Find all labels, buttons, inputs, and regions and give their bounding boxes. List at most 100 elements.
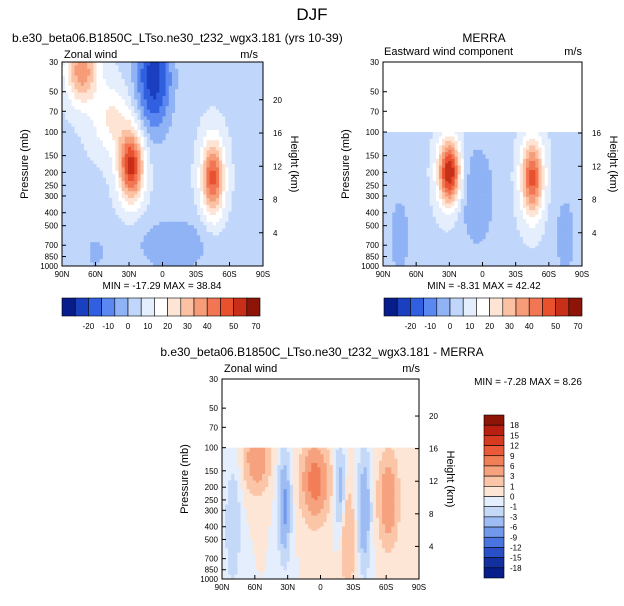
contour-cell [563,150,567,153]
contour-cell [90,188,94,192]
contour-cell [141,150,145,154]
contour-cell [222,106,226,110]
contour-cell [141,212,145,216]
contour-cell [97,174,101,178]
contour-cell [210,252,214,256]
contour-cell [119,229,123,233]
contour-cell [134,242,138,246]
contour-cell [222,171,226,175]
contour-cell [103,212,107,216]
contour-cell [188,82,192,86]
contour-cell [131,133,135,137]
contour-cell [445,150,449,153]
contour-cell [166,123,170,127]
contour-cell [81,130,85,134]
contour-cell [87,184,91,188]
contour-cell [128,205,132,209]
contour-cell [181,123,185,127]
contour-cell [197,147,201,151]
contour-cell [128,225,132,229]
contour-cell [65,93,69,97]
contour-cell [141,69,145,73]
contour-cell [125,174,129,178]
contour-cell [206,157,210,161]
contour-cell [216,133,220,137]
contour-cell [156,249,160,253]
contour-cell [250,79,254,83]
contour-cell [405,168,409,171]
contour-cell [232,86,236,90]
contour-cell [141,222,145,226]
contour-cell [144,222,148,226]
contour-cell [551,159,555,162]
contour-cell [147,174,151,178]
contour-cell [97,195,101,199]
contour-cell [112,144,116,148]
contour-cell [228,191,232,195]
contour-cell [141,235,145,239]
contour-cell [97,140,101,144]
contour-cell [97,123,101,127]
contour-cell [197,212,201,216]
contour-cell [68,191,72,195]
contour-cell [131,246,135,250]
contour-cell [137,76,141,80]
contour-cell [131,157,135,161]
contour-cell [156,215,160,219]
contour-cell [194,181,198,185]
contour-cell [423,141,427,144]
contour-cell [560,159,564,162]
contour-cell [200,116,204,120]
contour-cell [81,184,85,188]
contour-cell [106,225,110,229]
contour-cell [194,130,198,134]
contour-cell [137,215,141,219]
contour-cell [399,132,403,135]
contour-cell [131,140,135,144]
contour-cell [257,222,261,226]
contour-cell [417,132,421,135]
contour-cell [166,256,170,260]
contour-cell [244,89,248,93]
contour-cell [128,106,132,110]
contour-cell [250,242,254,246]
contour-cell [241,62,245,66]
contour-cell [125,133,129,137]
contour-cell [222,198,226,202]
contour-cell [150,201,154,205]
contour-cell [137,113,141,117]
contour-cell [191,164,195,168]
contour-cell [222,232,226,236]
contour-cell [147,212,151,216]
contour-cell [128,174,132,178]
contour-cell [535,141,539,144]
contour-cell [238,157,242,161]
contour-cell [137,65,141,69]
contour-cell [147,147,151,151]
contour-cell [235,76,239,80]
contour-cell [175,89,179,93]
contour-cell [71,62,75,66]
contour-cell [213,222,217,226]
contour-cell [222,65,226,69]
contour-cell [156,82,160,86]
contour-cell [71,137,75,141]
contour-cell [197,150,201,154]
contour-cell [257,96,261,100]
contour-cell [147,246,151,250]
contour-cell [213,229,217,233]
contour-cell [153,229,157,233]
contour-cell [150,110,154,114]
contour-cell [184,103,188,107]
contour-cell [159,86,163,90]
colorbar-swatch [247,298,260,316]
contour-cell [178,252,182,256]
contour-cell [216,150,220,154]
x-tick-label: 90N [55,270,70,279]
contour-cell [200,188,204,192]
contour-cell [188,215,192,219]
contour-cell [122,72,126,76]
contour-cell [213,198,217,202]
contour-cell [81,157,85,161]
x-tick-label: 60S [222,270,236,279]
